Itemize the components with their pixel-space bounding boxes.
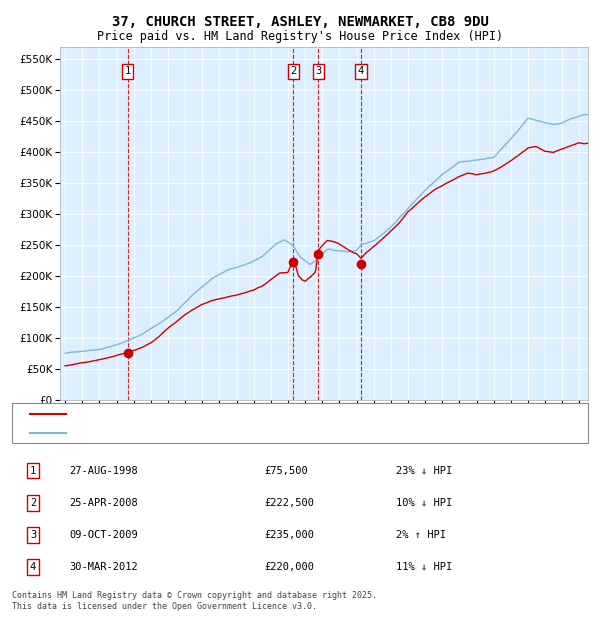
Text: 3: 3 [315, 66, 322, 76]
Text: 2% ↑ HPI: 2% ↑ HPI [396, 530, 446, 540]
Text: 2: 2 [290, 66, 296, 76]
Text: 37, CHURCH STREET, ASHLEY, NEWMARKET, CB8 9DU: 37, CHURCH STREET, ASHLEY, NEWMARKET, CB… [112, 16, 488, 30]
Text: £75,500: £75,500 [264, 466, 308, 476]
Text: 4: 4 [30, 562, 36, 572]
Text: HPI: Average price, detached house, East Cambridgeshire: HPI: Average price, detached house, East… [72, 428, 395, 438]
Text: 23% ↓ HPI: 23% ↓ HPI [396, 466, 452, 476]
Text: 37, CHURCH STREET, ASHLEY, NEWMARKET, CB8 9DU (detached house): 37, CHURCH STREET, ASHLEY, NEWMARKET, CB… [72, 409, 436, 419]
Text: 09-OCT-2009: 09-OCT-2009 [69, 530, 138, 540]
Text: £222,500: £222,500 [264, 498, 314, 508]
Text: £220,000: £220,000 [264, 562, 314, 572]
Text: Contains HM Land Registry data © Crown copyright and database right 2025.
This d: Contains HM Land Registry data © Crown c… [12, 591, 377, 611]
Text: 4: 4 [358, 66, 364, 76]
Text: 3: 3 [30, 530, 36, 540]
Text: 30-MAR-2012: 30-MAR-2012 [69, 562, 138, 572]
Text: 10% ↓ HPI: 10% ↓ HPI [396, 498, 452, 508]
Text: 27-AUG-1998: 27-AUG-1998 [69, 466, 138, 476]
Text: 2: 2 [30, 498, 36, 508]
Text: Price paid vs. HM Land Registry's House Price Index (HPI): Price paid vs. HM Land Registry's House … [97, 30, 503, 43]
Text: 11% ↓ HPI: 11% ↓ HPI [396, 562, 452, 572]
Text: 1: 1 [30, 466, 36, 476]
Text: £235,000: £235,000 [264, 530, 314, 540]
Text: 25-APR-2008: 25-APR-2008 [69, 498, 138, 508]
Text: 1: 1 [125, 66, 131, 76]
